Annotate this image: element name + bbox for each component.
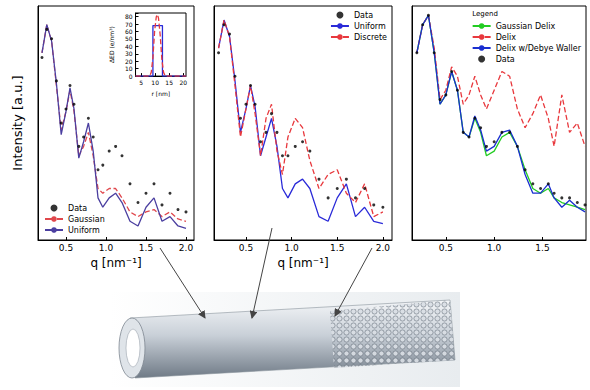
svg-text:50: 50 (125, 35, 133, 42)
svg-text:10: 10 (125, 65, 133, 72)
svg-text:1.0: 1.0 (284, 243, 299, 253)
svg-text:2.0: 2.0 (376, 243, 391, 253)
svg-text:Data: Data (354, 11, 373, 20)
svg-text:Gaussian: Gaussian (68, 215, 105, 224)
svg-text:30: 30 (125, 50, 133, 57)
svg-text:20: 20 (125, 58, 133, 65)
svg-text:Intensity [a.u.]: Intensity [a.u.] (10, 75, 25, 170)
svg-text:Delix: Delix (496, 33, 517, 42)
svg-text:80: 80 (125, 13, 133, 20)
svg-text:Uniform: Uniform (68, 226, 100, 235)
svg-text:0.5: 0.5 (59, 243, 73, 253)
svg-text:Uniform: Uniform (354, 22, 386, 31)
svg-text:15: 15 (165, 79, 173, 86)
svg-text:Discrete: Discrete (354, 33, 387, 42)
svg-text:Data: Data (68, 204, 87, 213)
svg-text:ΔED (e/nm³): ΔED (e/nm³) (108, 26, 115, 63)
svg-text:q [nm⁻¹]: q [nm⁻¹] (90, 256, 141, 270)
svg-text:40: 40 (125, 43, 133, 50)
svg-text:2.0: 2.0 (179, 243, 194, 253)
svg-text:60: 60 (125, 28, 133, 35)
svg-text:20: 20 (179, 79, 187, 86)
svg-text:1.0: 1.0 (99, 243, 114, 253)
svg-text:10: 10 (151, 79, 159, 86)
svg-text:r [nm]: r [nm] (151, 90, 170, 97)
svg-text:Data: Data (496, 55, 515, 64)
svg-text:Delix w/Debye Waller: Delix w/Debye Waller (496, 44, 582, 53)
svg-text:1.5: 1.5 (535, 243, 549, 253)
svg-text:5: 5 (139, 79, 143, 86)
svg-text:1.5: 1.5 (330, 243, 344, 253)
svg-text:0: 0 (129, 73, 133, 80)
svg-text:Legend: Legend (472, 10, 498, 18)
svg-text:1.5: 1.5 (139, 243, 153, 253)
svg-text:1.0: 1.0 (487, 243, 502, 253)
svg-text:70: 70 (125, 21, 133, 28)
svg-text:0.5: 0.5 (239, 243, 253, 253)
svg-text:Gaussian Delix: Gaussian Delix (496, 22, 556, 31)
svg-text:q [nm⁻¹]: q [nm⁻¹] (277, 256, 328, 270)
svg-text:0.5: 0.5 (439, 243, 453, 253)
